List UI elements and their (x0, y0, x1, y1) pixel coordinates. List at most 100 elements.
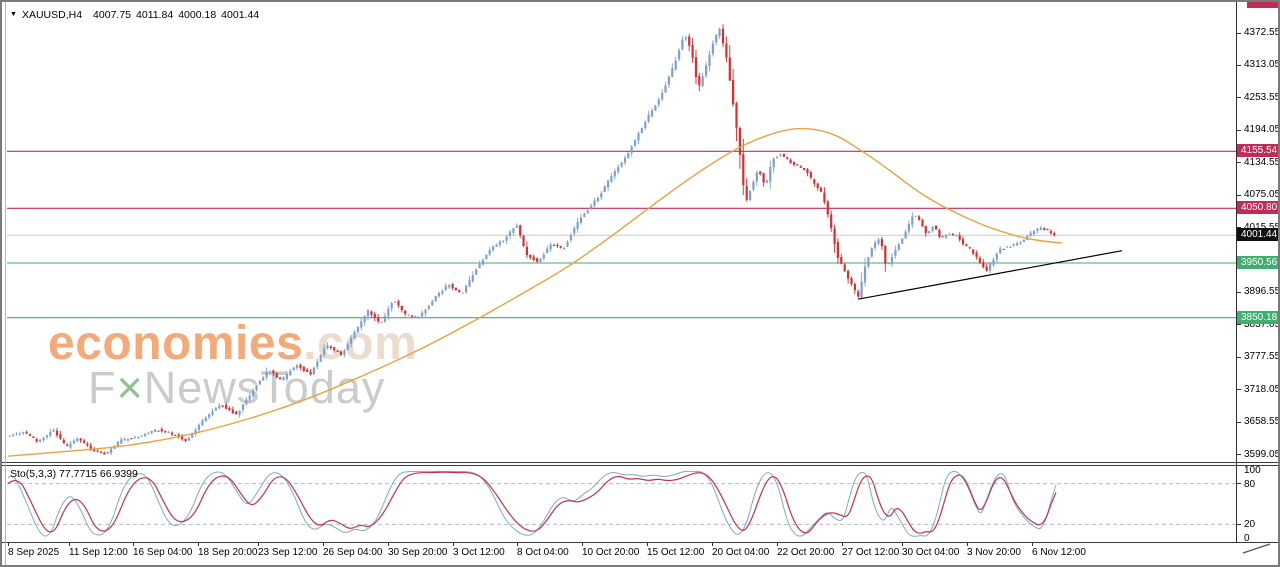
watermark-fxnewstoday: F×NewsToday (88, 362, 385, 414)
date-axis-tick (712, 543, 713, 546)
price-axis-tick (1237, 389, 1241, 391)
price-level-label: 3850.18 (1237, 310, 1280, 324)
date-axis-label: 6 Nov 12:00 (1032, 547, 1086, 558)
date-axis-separator (2, 542, 1278, 543)
date-axis-tick (388, 543, 389, 546)
stoch-axis-label: 100 (1244, 465, 1261, 476)
price-axis-label: 4134.55 (1244, 156, 1280, 168)
price-axis-tick (1237, 324, 1241, 326)
current-price-label: 4001.44 (1237, 228, 1280, 242)
watermark-sub-rest: NewsToday (143, 362, 386, 413)
bar-high-value: 4011.84 (136, 9, 174, 21)
price-level-label: 4155.54 (1237, 144, 1280, 158)
stochastic-pane (7, 470, 1236, 537)
date-axis-tick (842, 543, 843, 546)
date-axis-label: 18 Sep 20:00 (198, 547, 258, 558)
date-axis-label: 3 Nov 20:00 (967, 547, 1021, 558)
date-axis-tick (453, 543, 454, 546)
watermark-sub-f: F (88, 362, 117, 413)
price-axis-tick (1237, 64, 1241, 66)
price-axis-tick (1237, 291, 1241, 293)
price-axis-label: 4313.05 (1244, 59, 1280, 71)
bar-open-value: 4007.75 (93, 9, 132, 21)
date-axis-label: 11 Sep 12:00 (69, 547, 128, 558)
price-axis-tick (1237, 454, 1241, 455)
date-axis-label: 8 Sep 2025 (8, 547, 60, 558)
date-axis-label: 30 Sep 20:00 (388, 547, 448, 558)
stoch-axis-tick (1237, 523, 1241, 525)
price-level-label: 4050.80 (1237, 201, 1280, 215)
date-axis-tick (967, 543, 968, 546)
date-axis-tick (647, 543, 648, 546)
price-level-label: 3950.56 (1237, 256, 1280, 269)
watermark-brand-text: economies (48, 317, 304, 370)
bar-low-value: 4000.18 (178, 9, 217, 21)
bar-close-value: 4001.44 (221, 9, 260, 21)
date-axis-label: 26 Sep 04:00 (323, 547, 383, 558)
symbol-name: XAUUSD,H4 (21, 9, 83, 21)
price-axis-tick (1237, 421, 1241, 423)
date-axis-tick (323, 543, 324, 546)
date-axis[interactable]: 8 Sep 2025 11 Sep 12:00 16 Sep 04:00 18 Sep… (0, 543, 1236, 563)
date-axis-tick (902, 543, 903, 546)
date-axis-tick (517, 543, 518, 546)
price-axis-tick (1237, 356, 1241, 358)
date-axis-label: 8 Oct 04:00 (517, 547, 569, 558)
stoch-axis-label: 80 (1244, 478, 1256, 490)
date-axis-label: 23 Sep 12:00 (258, 547, 318, 558)
price-axis-label: 4372.55 (1244, 27, 1280, 38)
price-axis[interactable]: 4372.55 4313.05 4253.55 4194.05 4134.55 4075.… (1237, 0, 1280, 560)
stochastic-k-line (7, 470, 1057, 537)
date-axis-label: 3 Oct 12:00 (453, 547, 505, 558)
pane-separator-bottom (2, 465, 1278, 466)
price-axis-tick (1237, 227, 1241, 229)
price-axis-label: 3777.55 (1244, 351, 1280, 363)
price-axis-label: 3896.55 (1244, 286, 1280, 298)
date-axis-tick (1032, 543, 1033, 546)
window-left-edge (5, 2, 6, 565)
date-axis-label: 20 Oct 04:00 (712, 547, 770, 558)
stoch-axis-tick (1237, 483, 1241, 485)
candles (8, 24, 1056, 456)
stoch-axis-label: 0 (1244, 533, 1250, 544)
clipped-price-label (1247, 2, 1280, 8)
price-axis-label: 3718.05 (1244, 383, 1280, 395)
stoch-axis: 100 80 20 0 (1237, 0, 1280, 560)
date-axis-tick (69, 543, 70, 546)
date-axis-label: 16 Sep 04:00 (133, 547, 193, 558)
watermark-economies: economies.com (48, 316, 417, 371)
date-axis-tick (133, 543, 134, 546)
symbol-dropdown-icon[interactable]: ▼ (10, 11, 17, 18)
price-axis-tick (1237, 162, 1241, 164)
price-axis-line (1236, 2, 1237, 542)
date-axis-tick (198, 543, 199, 546)
trendline (857, 250, 1123, 300)
date-axis-tick (258, 543, 259, 546)
price-axis-label: 3658.55 (1244, 416, 1280, 428)
price-axis-label: 4075.05 (1244, 189, 1280, 201)
level-lines (7, 150, 1236, 319)
symbol-info-bar: ▼ XAUUSD,H4 4007.75 4011.84 4000.18 4001.44 (10, 9, 259, 21)
price-axis-label: 3837.05 (1244, 318, 1280, 330)
pane-separator-top[interactable] (2, 462, 1278, 463)
stoch-axis-label: 20 (1244, 519, 1256, 531)
price-axis-tick (1237, 129, 1241, 131)
resize-grip-icon (1242, 543, 1271, 554)
watermark-x-glyph: × (116, 362, 144, 413)
price-axis-label: 4253.55 (1244, 91, 1280, 103)
date-axis-label: 30 Oct 04:00 (902, 547, 960, 558)
price-axis-label: 4015.55 (1244, 221, 1280, 233)
date-axis-tick (582, 543, 583, 546)
moving-average-line (7, 127, 1063, 457)
indicator-label: Sto(5,3,3) 77.7715 66.9399 (10, 468, 138, 480)
date-axis-label: 27 Oct 12:00 (842, 547, 900, 558)
stochastic-d-line (7, 471, 1057, 534)
price-axis-label: 4194.05 (1244, 124, 1280, 136)
date-axis-label: 22 Oct 20:00 (777, 547, 835, 558)
date-axis-tick (777, 543, 778, 546)
price-axis-label: 3599.05 (1244, 448, 1280, 460)
date-axis-label: 15 Oct 12:00 (647, 547, 705, 558)
date-axis-label: 10 Oct 20:00 (582, 547, 640, 558)
